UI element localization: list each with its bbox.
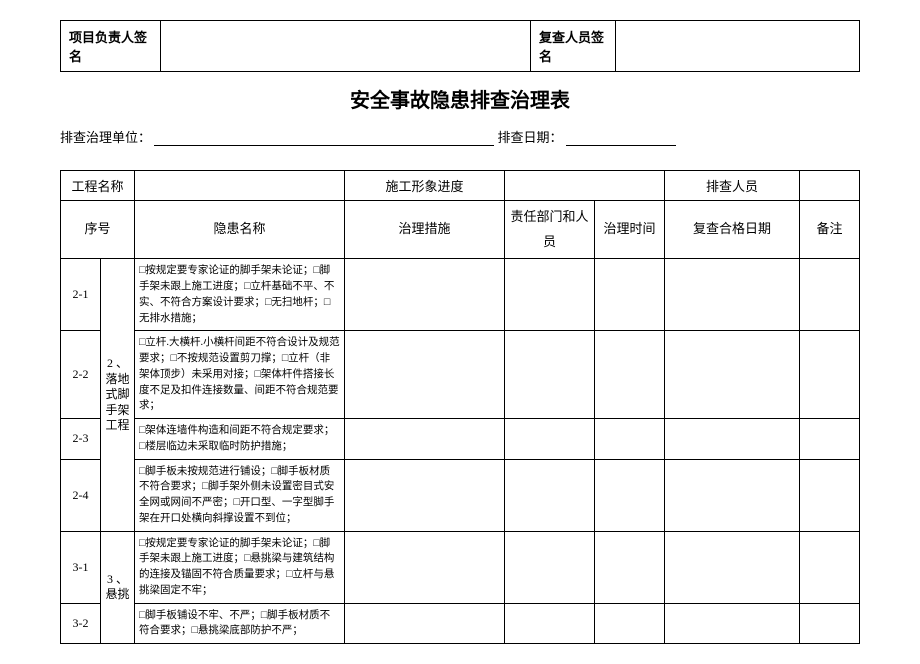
row-idx: 2-2: [61, 331, 101, 419]
row-idx: 2-1: [61, 259, 101, 331]
reviewer-sign-label: 复查人员签名: [531, 21, 616, 72]
cell-remark[interactable]: [800, 603, 860, 644]
inspector-blank[interactable]: [800, 171, 860, 201]
cell-review[interactable]: [665, 331, 800, 419]
cell-responsible[interactable]: [505, 459, 595, 531]
project-leader-sign-label: 项目负责人签名: [61, 21, 161, 72]
cell-time[interactable]: [595, 419, 665, 460]
cell-measures[interactable]: [345, 459, 505, 531]
cell-remark[interactable]: [800, 531, 860, 603]
construction-progress-blank[interactable]: [505, 171, 665, 201]
main-table: 工程名称 施工形象进度 排查人员 序号 隐患名称 治理措施 责任部门和人员 治理…: [60, 170, 860, 644]
col-remark: 备注: [800, 201, 860, 259]
cell-review[interactable]: [665, 531, 800, 603]
row-idx: 2-4: [61, 459, 101, 531]
cell-responsible[interactable]: [505, 531, 595, 603]
column-header-row: 序号 隐患名称 治理措施 责任部门和人员 治理时间 复查合格日期 备注: [61, 201, 860, 259]
cell-remark[interactable]: [800, 259, 860, 331]
row-desc: □按规定要专家论证的脚手架未论证；□脚手架未跟上施工进度；□悬挑梁与建筑结构的连…: [135, 531, 345, 603]
row-idx: 2-3: [61, 419, 101, 460]
cell-remark[interactable]: [800, 419, 860, 460]
cell-responsible[interactable]: [505, 331, 595, 419]
cell-review[interactable]: [665, 259, 800, 331]
table-row: 2-2 □立杆.大横杆.小横杆间距不符合设计及规范要求；□不按规范设置剪刀撑；□…: [61, 331, 860, 419]
cell-time[interactable]: [595, 459, 665, 531]
unit-blank[interactable]: [154, 132, 494, 146]
cell-measures[interactable]: [345, 419, 505, 460]
col-responsible: 责任部门和人员: [505, 201, 595, 259]
unit-label: 排查治理单位：: [60, 130, 151, 145]
meta-line: 排查治理单位： 排查日期：: [60, 127, 860, 146]
signature-table: 项目负责人签名 复查人员签名: [60, 20, 860, 72]
cell-remark[interactable]: [800, 331, 860, 419]
cell-measures[interactable]: [345, 331, 505, 419]
project-name-blank[interactable]: [135, 171, 345, 201]
col-measures: 治理措施: [345, 201, 505, 259]
cell-time[interactable]: [595, 259, 665, 331]
category-2: 2 、落地式脚手架工程: [101, 259, 135, 531]
table-row: 2-1 2 、落地式脚手架工程 □按规定要专家论证的脚手架未论证；□脚手架未跟上…: [61, 259, 860, 331]
inspector-label: 排查人员: [665, 171, 800, 201]
date-blank[interactable]: [566, 132, 676, 146]
cell-time[interactable]: [595, 331, 665, 419]
cell-time[interactable]: [595, 603, 665, 644]
project-name-label: 工程名称: [61, 171, 135, 201]
cell-time[interactable]: [595, 531, 665, 603]
col-time: 治理时间: [595, 201, 665, 259]
row-desc: □立杆.大横杆.小横杆间距不符合设计及规范要求；□不按规范设置剪刀撑；□立杆（非…: [135, 331, 345, 419]
table-row: 2-3 □架体连墙件构造和间距不符合规定要求；□楼层临边未采取临时防护措施；: [61, 419, 860, 460]
row-idx: 3-1: [61, 531, 101, 603]
table-row: 3-1 3 、悬挑 □按规定要专家论证的脚手架未论证；□脚手架未跟上施工进度；□…: [61, 531, 860, 603]
cell-remark[interactable]: [800, 459, 860, 531]
date-label: 排查日期：: [498, 130, 563, 145]
row-desc: □脚手板未按规范进行铺设；□脚手板材质不符合要求；□脚手架外侧未设置密目式安全网…: [135, 459, 345, 531]
info-row: 工程名称 施工形象进度 排查人员: [61, 171, 860, 201]
col-hazard: 隐患名称: [135, 201, 345, 259]
row-desc: □脚手板铺设不牢、不严；□脚手板材质不符合要求；□悬挑梁底部防护不严；: [135, 603, 345, 644]
cell-measures[interactable]: [345, 259, 505, 331]
row-idx: 3-2: [61, 603, 101, 644]
cell-measures[interactable]: [345, 603, 505, 644]
col-seq: 序号: [61, 201, 135, 259]
cell-responsible[interactable]: [505, 259, 595, 331]
row-desc: □按规定要专家论证的脚手架未论证；□脚手架未跟上施工进度；□立杆基础不平、不实、…: [135, 259, 345, 331]
reviewer-sign-blank[interactable]: [616, 21, 860, 72]
cell-review[interactable]: [665, 603, 800, 644]
construction-progress-label: 施工形象进度: [345, 171, 505, 201]
table-row: 2-4 □脚手板未按规范进行铺设；□脚手板材质不符合要求；□脚手架外侧未设置密目…: [61, 459, 860, 531]
cell-review[interactable]: [665, 419, 800, 460]
row-desc: □架体连墙件构造和间距不符合规定要求；□楼层临边未采取临时防护措施；: [135, 419, 345, 460]
cell-measures[interactable]: [345, 531, 505, 603]
project-leader-sign-blank[interactable]: [161, 21, 531, 72]
table-row: 3-2 □脚手板铺设不牢、不严；□脚手板材质不符合要求；□悬挑梁底部防护不严；: [61, 603, 860, 644]
cell-responsible[interactable]: [505, 603, 595, 644]
cell-responsible[interactable]: [505, 419, 595, 460]
cell-review[interactable]: [665, 459, 800, 531]
category-3: 3 、悬挑: [101, 531, 135, 644]
page-title: 安全事故隐患排查治理表: [60, 84, 860, 113]
col-review: 复查合格日期: [665, 201, 800, 259]
